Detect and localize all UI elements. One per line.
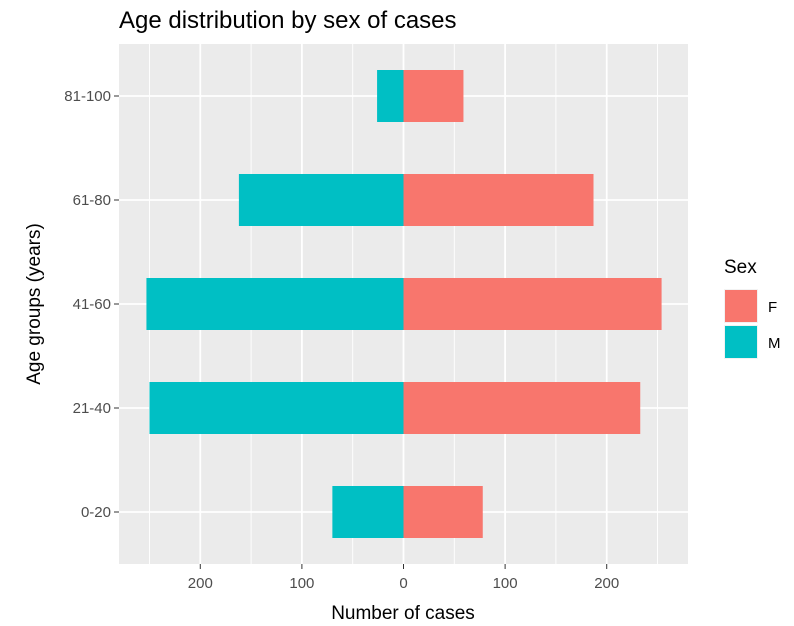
legend-title: Sex (724, 257, 757, 278)
x-tick-label: 100 (289, 575, 314, 592)
bar-F-81-100 (403, 70, 464, 122)
legend-label-M: M (768, 335, 781, 352)
x-axis-title: Number of cases (331, 603, 475, 624)
x-tick-label: 100 (493, 575, 518, 592)
x-tick-label: 200 (188, 575, 213, 592)
x-axis: 200 100 0 100 200 (188, 564, 619, 592)
bar-M-61-80 (238, 174, 404, 226)
bar-M-81-100 (377, 70, 404, 122)
y-axis-title: Age groups (years) (24, 223, 45, 385)
y-axis: 0-20 21-40 41-60 61-80 81-100 (64, 88, 119, 521)
y-tick-label: 41-60 (73, 296, 111, 313)
y-tick-label: 61-80 (73, 192, 111, 209)
bar-F-41-60 (403, 278, 662, 330)
x-tick-label: 200 (594, 575, 619, 592)
chart-title: Age distribution by sex of cases (119, 7, 457, 34)
bars (146, 70, 662, 538)
y-tick-label: 21-40 (73, 400, 111, 417)
bar-F-0-20 (403, 486, 483, 538)
x-tick-label: 0 (399, 575, 407, 592)
bar-M-21-40 (149, 382, 404, 434)
y-tick-label: 0-20 (81, 504, 111, 521)
bar-M-0-20 (332, 486, 404, 538)
y-tick-label: 81-100 (64, 88, 111, 105)
legend: Sex F M (724, 257, 781, 359)
legend-label-F: F (768, 299, 777, 316)
bar-F-21-40 (403, 382, 641, 434)
bar-F-61-80 (403, 174, 594, 226)
legend-swatch-F (725, 290, 757, 322)
bar-M-41-60 (146, 278, 404, 330)
legend-swatch-M (725, 326, 757, 358)
